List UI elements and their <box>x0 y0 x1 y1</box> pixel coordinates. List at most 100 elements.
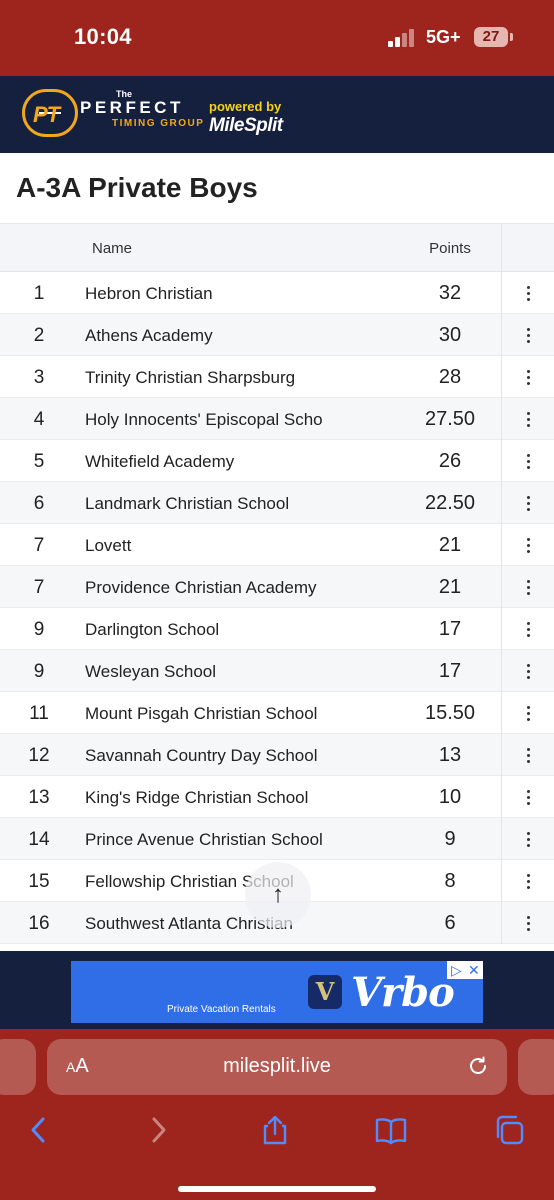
vrbo-ad[interactable]: Private Vacation Rentals V Vrbo ▷ ✕ <box>71 961 483 1023</box>
table-row[interactable]: 9 Darlington School 17 <box>0 608 554 650</box>
previous-tab-preview[interactable] <box>0 1039 36 1095</box>
points-cell: 28 <box>438 366 462 388</box>
team-name-cell[interactable]: Landmark Christian School <box>85 494 290 513</box>
table-row[interactable]: 9 Wesleyan School 17 <box>0 650 554 692</box>
rank-cell: 12 <box>28 745 50 766</box>
more-options-icon[interactable] <box>501 608 554 650</box>
rank-cell: 15 <box>28 871 50 892</box>
column-header-points[interactable]: Points <box>429 240 471 257</box>
table-row[interactable]: 12 Savannah Country Day School 13 <box>0 734 554 776</box>
more-options-icon[interactable] <box>501 356 554 398</box>
points-cell: 21 <box>438 534 462 556</box>
rank-cell: 9 <box>33 619 45 640</box>
table-row[interactable]: 7 Lovett 21 <box>0 524 554 566</box>
share-icon[interactable] <box>259 1115 291 1145</box>
team-name-cell[interactable]: Wesleyan School <box>85 662 217 681</box>
rank-cell: 16 <box>28 913 50 934</box>
team-name-cell[interactable]: Holy Innocents' Episcopal Scho <box>85 410 323 429</box>
more-options-icon[interactable] <box>501 734 554 776</box>
table-row[interactable]: 6 Landmark Christian School 22.50 <box>0 482 554 524</box>
more-options-icon[interactable] <box>501 482 554 524</box>
rank-cell: 7 <box>33 535 45 556</box>
more-options-icon[interactable] <box>501 860 554 902</box>
team-name-cell[interactable]: Darlington School <box>85 620 220 639</box>
team-name-cell[interactable]: Providence Christian Academy <box>85 578 317 597</box>
more-options-icon[interactable] <box>501 440 554 482</box>
next-tab-preview[interactable] <box>518 1039 554 1095</box>
forward-icon[interactable] <box>142 1115 174 1145</box>
team-name-cell[interactable]: Lovett <box>85 536 132 555</box>
team-name-cell[interactable]: Mount Pisgah Christian School <box>85 704 318 723</box>
table-row[interactable]: 5 Whitefield Academy 26 <box>0 440 554 482</box>
perfect-timing-logo[interactable]: PT <box>22 89 78 137</box>
rank-cell: 4 <box>33 409 45 430</box>
more-options-icon[interactable] <box>501 818 554 860</box>
address-bar[interactable]: AA milesplit.live <box>47 1039 507 1095</box>
ad-close-icon[interactable]: ✕ <box>468 962 480 978</box>
more-options-icon[interactable] <box>501 398 554 440</box>
more-options-icon[interactable] <box>501 524 554 566</box>
team-name-cell[interactable]: Trinity Christian Sharpsburg <box>85 368 296 387</box>
more-options-icon[interactable] <box>501 650 554 692</box>
table-row[interactable]: 3 Trinity Christian Sharpsburg 28 <box>0 356 554 398</box>
table-row[interactable]: 13 King's Ridge Christian School 10 <box>0 776 554 818</box>
table-row[interactable]: 14 Prince Avenue Christian School 9 <box>0 818 554 860</box>
points-cell: 6 <box>444 912 456 934</box>
page-title: A-3A Private Boys <box>16 172 258 203</box>
team-name-cell[interactable]: Southwest Atlanta Christian <box>85 914 293 933</box>
ad-brand: Vrbo <box>351 969 455 1016</box>
ad-choices[interactable]: ▷ ✕ <box>447 961 483 979</box>
tabs-icon[interactable] <box>494 1115 526 1145</box>
more-options-icon[interactable] <box>501 776 554 818</box>
more-options-icon[interactable] <box>501 566 554 608</box>
bookmarks-icon[interactable] <box>375 1115 407 1145</box>
column-header-name[interactable]: Name <box>92 240 133 257</box>
reload-icon[interactable] <box>467 1055 489 1077</box>
team-name-cell[interactable]: Fellowship Christian School <box>85 872 294 891</box>
team-name-cell[interactable]: Athens Academy <box>85 326 213 345</box>
brand-subtitle: TIMING GROUP <box>112 118 205 129</box>
rank-cell: 5 <box>33 451 45 472</box>
rank-cell: 14 <box>28 829 50 850</box>
status-bar: 10:04 5G+ 27 <box>0 0 554 76</box>
team-name-cell[interactable]: Hebron Christian <box>85 284 213 303</box>
speed-lines-icon <box>39 112 61 116</box>
points-cell: 21 <box>438 576 462 598</box>
url-text[interactable]: milesplit.live <box>223 1055 331 1077</box>
points-cell: 17 <box>438 660 462 682</box>
rank-cell: 9 <box>33 661 45 682</box>
team-name-cell[interactable]: Prince Avenue Christian School <box>85 830 323 849</box>
table-row[interactable]: 1 Hebron Christian 32 <box>0 272 554 314</box>
table-row[interactable]: 2 Athens Academy 30 <box>0 314 554 356</box>
rank-cell: 1 <box>33 283 45 304</box>
points-cell: 13 <box>438 744 462 766</box>
points-cell: 26 <box>438 450 462 472</box>
points-cell: 22.50 <box>424 492 476 514</box>
table-row[interactable]: 11 Mount Pisgah Christian School 15.50 <box>0 692 554 734</box>
more-options-icon[interactable] <box>501 314 554 356</box>
logo-letters: PT <box>33 102 60 127</box>
back-icon[interactable] <box>23 1115 55 1145</box>
points-cell: 8 <box>444 870 456 892</box>
rank-cell: 13 <box>28 787 50 808</box>
brand-the: The <box>116 89 133 99</box>
ad-band: Private Vacation Rentals V Vrbo ▷ ✕ <box>0 951 554 1029</box>
team-name-cell[interactable]: Whitefield Academy <box>85 452 235 471</box>
more-options-icon[interactable] <box>501 692 554 734</box>
scroll-top-button[interactable]: ↑ <box>245 862 311 928</box>
team-name-cell[interactable]: Savannah Country Day School <box>85 746 318 765</box>
rank-cell: 3 <box>33 367 45 388</box>
milesplit-logo[interactable]: MileSplit <box>209 115 283 136</box>
team-scores-table: Name Points 1 Hebron Christian 32 2 Athens A… <box>0 223 554 951</box>
reader-settings-button[interactable]: AA <box>66 1055 89 1077</box>
network-type: 5G+ <box>426 27 461 47</box>
browser-toolbar: AA milesplit.live <box>0 1029 554 1200</box>
table-row[interactable]: 7 Providence Christian Academy 21 <box>0 566 554 608</box>
team-name-cell[interactable]: King's Ridge Christian School <box>85 788 309 807</box>
points-cell: 17 <box>438 618 462 640</box>
table-row[interactable]: 4 Holy Innocents' Episcopal Scho 27.50 <box>0 398 554 440</box>
more-options-icon[interactable] <box>501 272 554 314</box>
brand-header: PT The PERFECT TIMING GROUP powered by M… <box>0 76 554 153</box>
points-cell: 10 <box>438 786 462 808</box>
more-options-icon[interactable] <box>501 902 554 944</box>
